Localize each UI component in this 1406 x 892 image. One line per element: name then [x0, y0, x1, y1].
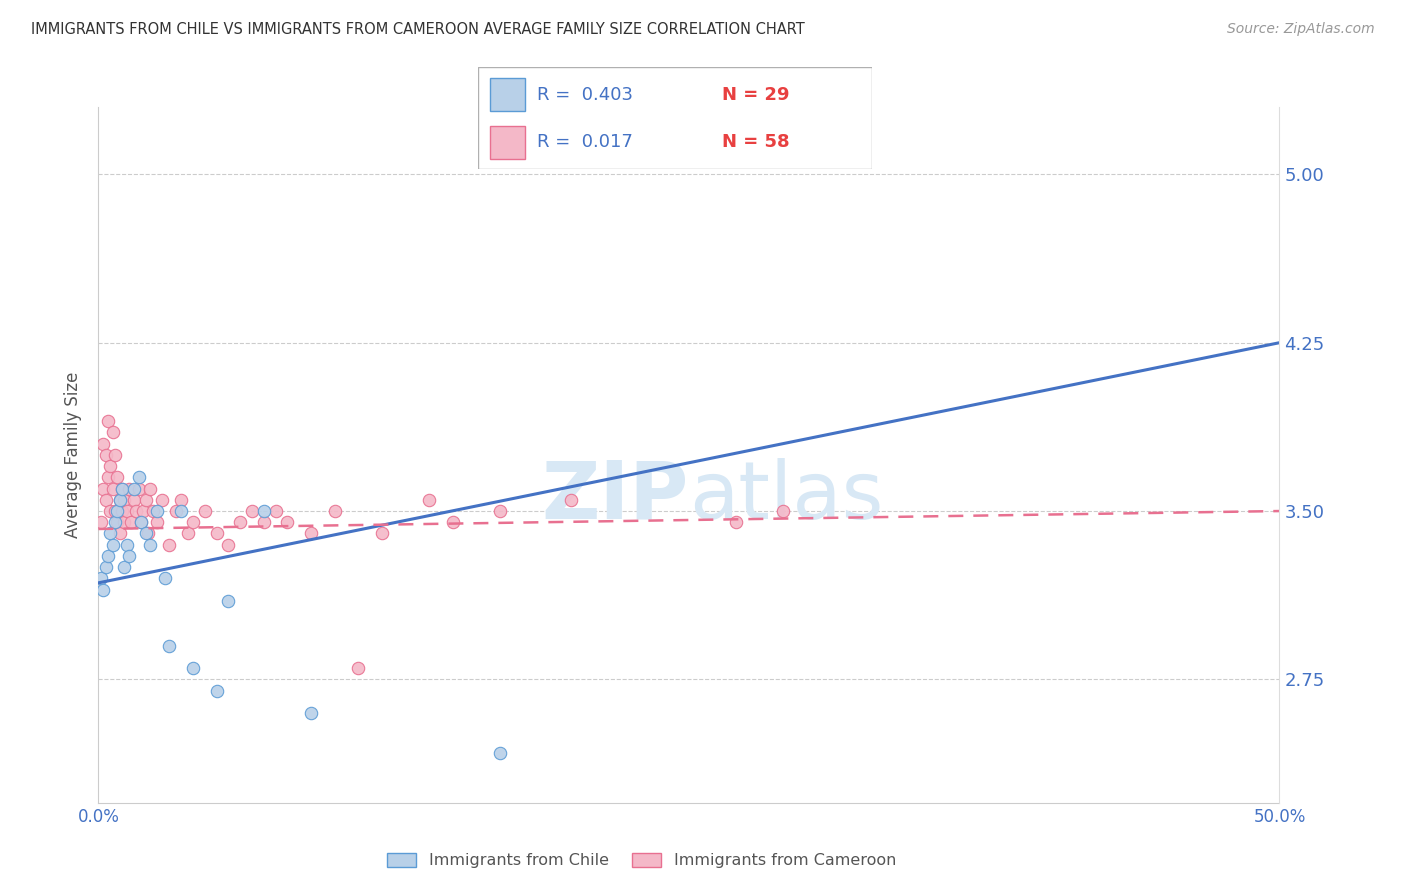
- Point: [129, 515, 152, 529]
- Point: [132, 504, 155, 518]
- Point: [253, 515, 276, 529]
- Point: [108, 492, 131, 507]
- Point: [108, 526, 131, 541]
- Point: [98, 459, 121, 474]
- Point: [112, 515, 135, 529]
- Point: [105, 470, 128, 484]
- Point: [122, 482, 145, 496]
- Point: [177, 526, 200, 541]
- Point: [299, 526, 322, 541]
- Point: [205, 683, 228, 698]
- Point: [441, 515, 464, 529]
- Point: [97, 470, 120, 484]
- Point: [112, 560, 135, 574]
- Point: [323, 504, 346, 518]
- Point: [111, 504, 134, 518]
- Point: [229, 515, 252, 529]
- Point: [118, 549, 141, 563]
- Point: [135, 492, 157, 507]
- Point: [129, 515, 152, 529]
- FancyBboxPatch shape: [478, 67, 872, 169]
- Point: [128, 470, 150, 484]
- Point: [91, 436, 114, 450]
- Point: [108, 492, 131, 507]
- Point: [112, 492, 135, 507]
- Point: [98, 504, 121, 518]
- Point: [94, 560, 117, 574]
- Point: [111, 482, 134, 496]
- Point: [772, 504, 794, 518]
- Text: Source: ZipAtlas.com: Source: ZipAtlas.com: [1227, 22, 1375, 37]
- Point: [104, 515, 127, 529]
- Point: [136, 526, 159, 541]
- Text: N = 29: N = 29: [723, 86, 790, 103]
- Point: [489, 747, 512, 761]
- Point: [181, 661, 204, 675]
- Point: [115, 538, 138, 552]
- Point: [299, 706, 322, 720]
- Y-axis label: Average Family Size: Average Family Size: [65, 372, 83, 538]
- Point: [725, 515, 748, 529]
- Point: [98, 526, 121, 541]
- Point: [560, 492, 582, 507]
- Point: [157, 639, 180, 653]
- Point: [111, 482, 134, 496]
- Point: [276, 515, 298, 529]
- Legend: Immigrants from Chile, Immigrants from Cameroon: Immigrants from Chile, Immigrants from C…: [381, 847, 903, 875]
- Point: [264, 504, 287, 518]
- Point: [205, 526, 228, 541]
- Point: [418, 492, 440, 507]
- Point: [146, 515, 169, 529]
- Point: [91, 582, 114, 597]
- Point: [97, 549, 120, 563]
- Point: [153, 571, 176, 585]
- Point: [170, 492, 193, 507]
- Point: [217, 538, 239, 552]
- Point: [347, 661, 370, 675]
- Point: [121, 515, 143, 529]
- Point: [101, 425, 124, 440]
- Text: R =  0.017: R = 0.017: [537, 133, 633, 151]
- Point: [101, 538, 124, 552]
- Point: [139, 482, 162, 496]
- FancyBboxPatch shape: [489, 78, 526, 111]
- Point: [150, 492, 173, 507]
- Point: [371, 526, 394, 541]
- Point: [157, 538, 180, 552]
- Point: [217, 594, 239, 608]
- Point: [122, 492, 145, 507]
- Point: [105, 515, 128, 529]
- Point: [90, 515, 112, 529]
- Text: N = 58: N = 58: [723, 133, 790, 151]
- Text: R =  0.403: R = 0.403: [537, 86, 633, 103]
- Point: [139, 538, 162, 552]
- Point: [115, 504, 138, 518]
- Point: [253, 504, 276, 518]
- Text: atlas: atlas: [689, 458, 883, 536]
- Point: [101, 482, 124, 496]
- Point: [125, 504, 148, 518]
- Text: ZIP: ZIP: [541, 458, 689, 536]
- Point: [135, 526, 157, 541]
- Point: [194, 504, 217, 518]
- Point: [165, 504, 187, 518]
- Point: [94, 448, 117, 462]
- Point: [91, 482, 114, 496]
- Point: [104, 504, 127, 518]
- Point: [240, 504, 263, 518]
- Point: [170, 504, 193, 518]
- Point: [181, 515, 204, 529]
- Point: [105, 504, 128, 518]
- Point: [128, 482, 150, 496]
- Point: [104, 448, 127, 462]
- Point: [146, 504, 169, 518]
- Point: [97, 414, 120, 428]
- FancyBboxPatch shape: [489, 127, 526, 159]
- Text: IMMIGRANTS FROM CHILE VS IMMIGRANTS FROM CAMEROON AVERAGE FAMILY SIZE CORRELATIO: IMMIGRANTS FROM CHILE VS IMMIGRANTS FROM…: [31, 22, 804, 37]
- Point: [118, 482, 141, 496]
- Point: [142, 504, 165, 518]
- Point: [489, 504, 512, 518]
- Point: [90, 571, 112, 585]
- Point: [94, 492, 117, 507]
